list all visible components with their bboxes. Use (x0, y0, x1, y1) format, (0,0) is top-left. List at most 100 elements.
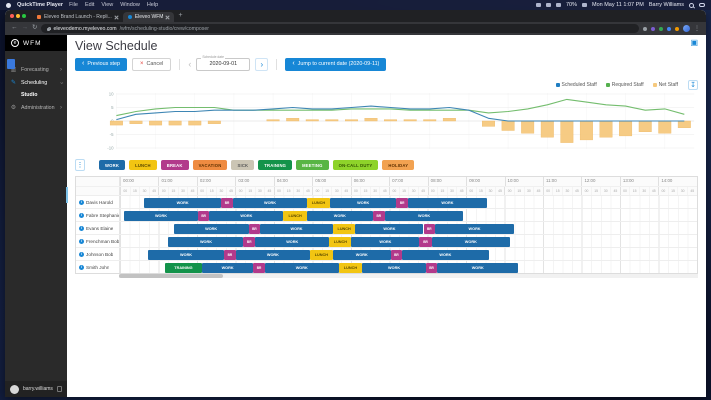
shift-segment-work[interactable]: WORK (332, 249, 391, 260)
browser-tab-inactive[interactable]: Eleveo Brand Launch - Repli... (32, 12, 123, 22)
menubar-menu-window[interactable]: Window (120, 2, 140, 8)
shift-segment-lunch[interactable]: LUNCH (329, 236, 352, 247)
spotlight-search-icon[interactable] (689, 2, 694, 8)
shift-segment-work[interactable]: WORK (407, 197, 487, 208)
shift-segment-work[interactable]: WORK (233, 197, 307, 208)
close-window-button[interactable] (10, 14, 14, 18)
shift-segment-work[interactable]: WORK (168, 236, 244, 247)
info-icon[interactable]: i (79, 264, 84, 270)
info-icon[interactable]: i (79, 251, 84, 257)
shift-segment-work[interactable]: WORK (148, 249, 224, 260)
shift-segment-br[interactable]: BR (223, 249, 236, 260)
activity-chip-meeting[interactable]: MEETING (296, 160, 329, 170)
activity-chip-on-call-duty[interactable]: ON-CALL DUTY (332, 160, 379, 170)
shift-segment-work[interactable]: WORK (264, 262, 339, 273)
jump-to-current-date-button[interactable]: ‹ Jump to current date (2020-09-11) (285, 57, 387, 71)
info-icon[interactable]: i (79, 238, 84, 244)
shift-segment-work[interactable]: WORK (201, 262, 254, 273)
shift-segment-work[interactable]: WORK (209, 210, 284, 221)
cancel-button[interactable]: × Cancel (132, 57, 172, 71)
profile-avatar[interactable] (683, 25, 690, 32)
shift-segment-br[interactable]: BR (396, 197, 408, 208)
lock-icon[interactable] (47, 26, 52, 31)
activity-chip-training[interactable]: TRAINING (258, 160, 293, 170)
extension-icon[interactable] (667, 26, 671, 31)
info-icon[interactable]: i (79, 212, 84, 218)
menubar-menu-file[interactable]: File (69, 2, 78, 8)
legend-item-required-staff[interactable]: Required Staff (605, 82, 644, 88)
horizontal-scrollbar[interactable] (119, 274, 698, 278)
shift-segment-br[interactable]: BR (253, 262, 265, 273)
refresh-icon[interactable]: ↻ (32, 24, 38, 32)
activity-chip-break[interactable]: BREAK (160, 160, 189, 170)
shift-segment-br[interactable]: BR (243, 236, 255, 247)
shift-segment-br[interactable]: BR (419, 236, 432, 247)
shift-segment-work[interactable]: WORK (355, 223, 424, 234)
wifi-icon[interactable] (555, 3, 561, 7)
shift-segment-work[interactable]: WORK (351, 236, 420, 247)
browser-tab-active[interactable]: Eleveo WFM (122, 12, 175, 22)
extension-icon[interactable] (651, 26, 655, 31)
shift-segment-work[interactable]: WORK (435, 223, 515, 234)
browser-menu-icon[interactable]: ⋮ (694, 26, 700, 32)
download-icon[interactable]: ↧ (688, 80, 698, 90)
shift-segment-work[interactable]: WORK (235, 249, 310, 260)
shift-segment-work[interactable]: WORK (437, 262, 519, 273)
extension-icon[interactable] (643, 26, 647, 31)
menubar-menu-view[interactable]: View (101, 2, 114, 8)
shift-segment-work[interactable]: WORK (124, 210, 198, 221)
previous-date-button[interactable]: ‹ (188, 58, 192, 69)
back-icon[interactable]: ← (11, 24, 18, 32)
shift-segment-lunch[interactable]: LUNCH (283, 210, 307, 221)
menubar-menu-edit[interactable]: Edit (84, 2, 95, 8)
shift-segment-br[interactable]: BR (372, 210, 385, 221)
shift-segment-work[interactable]: WORK (255, 236, 330, 247)
menubar-menu-help[interactable]: Help (146, 2, 159, 8)
panel-resize-handle[interactable] (66, 187, 68, 203)
next-date-button[interactable]: › (255, 57, 269, 71)
shift-segment-br[interactable]: BR (197, 210, 210, 221)
shift-segment-work[interactable]: WORK (173, 223, 249, 234)
shift-segment-work[interactable]: WORK (330, 197, 397, 208)
shift-segment-lunch[interactable]: LUNCH (332, 223, 356, 234)
menubar-app-name[interactable]: QuickTime Player (17, 2, 64, 8)
previous-step-button[interactable]: ‹ Previous step (75, 57, 128, 71)
shift-segment-work[interactable]: WORK (144, 197, 221, 208)
activity-chip-lunch[interactable]: LUNCH (129, 160, 157, 170)
shift-segment-work[interactable]: WORK (402, 249, 489, 260)
shift-segment-lunch[interactable]: LUNCH (306, 197, 331, 208)
scrollbar-thumb[interactable] (119, 274, 224, 278)
control-center-icon[interactable] (699, 3, 705, 7)
shift-segment-training[interactable]: TRAINING (165, 262, 202, 273)
apple-logo-icon[interactable] (6, 2, 11, 8)
extension-icon[interactable] (675, 26, 679, 31)
menubar-user[interactable]: Barry Williams (648, 2, 684, 8)
logout-icon[interactable] (56, 386, 62, 392)
extension-icon[interactable] (659, 26, 663, 31)
activity-chip-vacation[interactable]: VACATION (192, 160, 228, 170)
shift-segment-work[interactable]: WORK (384, 210, 464, 221)
shift-segment-br[interactable]: BR (248, 223, 261, 234)
shift-segment-work[interactable]: WORK (260, 223, 333, 234)
sidebar-item-studio[interactable]: Studio (21, 92, 38, 98)
sidebar-item-forecasting[interactable]: ▥ Forecasting › (5, 63, 67, 76)
shift-segment-lunch[interactable]: LUNCH (338, 262, 363, 273)
shift-segment-work[interactable]: WORK (431, 236, 511, 247)
zoom-window-button[interactable] (22, 14, 26, 18)
shift-segment-br[interactable]: BR (390, 249, 403, 260)
legend-item-scheduled-staff[interactable]: Scheduled Staff (555, 82, 597, 88)
battery-percent[interactable]: 70% (565, 2, 577, 8)
minimize-window-button[interactable] (16, 14, 20, 18)
activity-chip-sick[interactable]: SICK (231, 160, 255, 170)
sidebar-item-administration[interactable]: ⚙ Administration › (5, 101, 67, 114)
forward-icon[interactable]: → (21, 24, 29, 32)
app-logo[interactable]: e WFM (5, 35, 67, 51)
status-icon[interactable] (535, 3, 541, 7)
close-tab-icon[interactable] (115, 16, 118, 19)
activity-chip-work[interactable]: WORK (99, 160, 126, 170)
sidebar-item-scheduling[interactable]: ✎ Scheduling › (5, 76, 67, 89)
activity-chip-holiday[interactable]: HOLIDAY (382, 160, 415, 170)
grid-menu-icon[interactable]: ⋮ (75, 159, 85, 171)
schedule-date-input[interactable]: Schedule date 2020-09-01 (196, 55, 251, 71)
shift-segment-work[interactable]: WORK (362, 262, 426, 273)
